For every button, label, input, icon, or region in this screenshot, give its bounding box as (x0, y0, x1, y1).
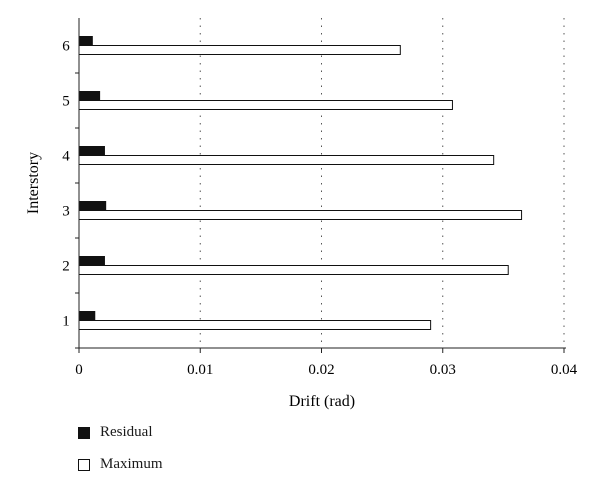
bar-residual-1 (78, 311, 96, 321)
y-tick-label: 4 (62, 149, 70, 165)
gridlines (199, 18, 565, 348)
y-tick-label: 2 (62, 259, 70, 275)
bar-maximum-2 (78, 265, 509, 275)
axes (78, 18, 566, 349)
bar-maximum-5 (78, 100, 453, 110)
y-tick-label: 3 (62, 204, 70, 220)
y-tick-label: 6 (62, 39, 70, 55)
bar-maximum-1 (78, 320, 432, 330)
legend-swatch-residual (78, 426, 90, 439)
legend-label-residual: Residual (100, 424, 153, 440)
x-tick-label: 0.01 (187, 362, 213, 378)
bar-residual-2 (78, 256, 105, 266)
y-tick-label: 1 (62, 314, 70, 330)
bars (78, 36, 523, 330)
x-tick-label: 0.03 (430, 362, 456, 378)
legend-item-maximum: Maximum (78, 456, 163, 473)
legend-item-residual: Residual (78, 424, 153, 441)
bar-residual-4 (78, 146, 105, 156)
x-tick-label: 0.02 (308, 362, 334, 378)
y-tick-label: 5 (62, 94, 70, 110)
bar-residual-5 (78, 91, 101, 101)
x-tick-label: 0 (75, 362, 83, 378)
bar-maximum-6 (78, 45, 401, 55)
bar-maximum-4 (78, 155, 495, 165)
bar-residual-3 (78, 201, 107, 211)
ticks: 0 0.01 0.02 0.03 0.04 1 2 3 4 5 6 (62, 39, 577, 379)
bar-maximum-3 (78, 210, 523, 220)
x-axis-label: Drift (rad) (289, 393, 355, 410)
legend-label-maximum: Maximum (100, 456, 163, 472)
bar-residual-6 (78, 36, 93, 46)
y-axis-label: Interstory (25, 152, 42, 214)
x-tick-label: 0.04 (551, 362, 578, 378)
legend-swatch-maximum (78, 458, 90, 471)
